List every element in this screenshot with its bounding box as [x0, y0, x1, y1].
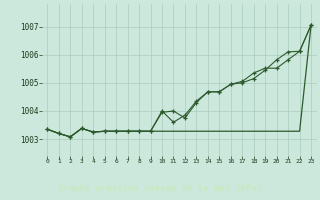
Text: Graphe pression niveau de la mer (hPa): Graphe pression niveau de la mer (hPa)	[58, 184, 262, 193]
